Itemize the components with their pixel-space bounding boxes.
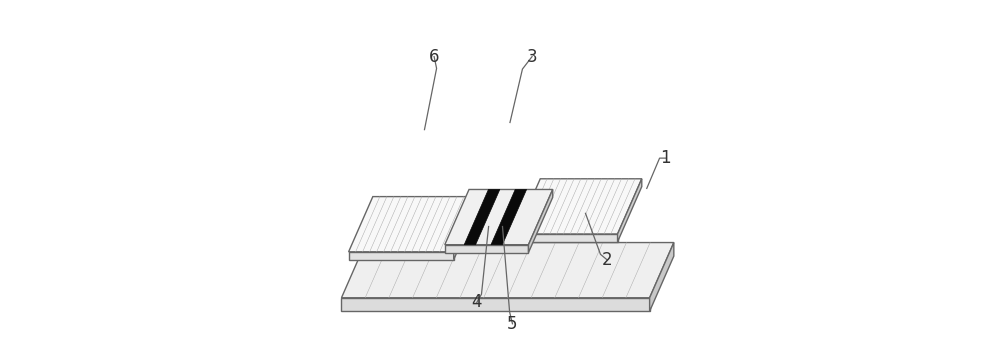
Text: 2: 2 [602, 251, 612, 269]
Polygon shape [650, 243, 674, 311]
Polygon shape [445, 245, 528, 252]
Polygon shape [516, 179, 642, 234]
Polygon shape [618, 179, 642, 242]
Polygon shape [445, 190, 553, 245]
Polygon shape [349, 197, 478, 252]
Polygon shape [516, 234, 618, 242]
Text: 5: 5 [507, 315, 518, 333]
Text: 1: 1 [660, 149, 671, 167]
Polygon shape [464, 190, 500, 245]
Polygon shape [341, 243, 674, 298]
Polygon shape [454, 197, 478, 260]
Polygon shape [349, 252, 454, 260]
Polygon shape [528, 190, 553, 252]
Polygon shape [491, 190, 527, 245]
Text: 4: 4 [472, 293, 482, 311]
Text: 6: 6 [429, 48, 439, 66]
Text: 3: 3 [527, 48, 537, 66]
Polygon shape [341, 298, 650, 311]
